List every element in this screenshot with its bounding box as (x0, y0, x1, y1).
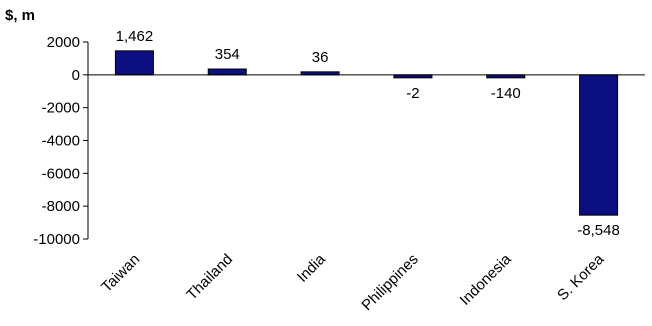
y-tick-label: -10000 (33, 231, 80, 248)
data-label: 354 (215, 46, 240, 63)
data-label: 36 (312, 49, 329, 66)
x-axis-labels: Taiwan Thailand India Philippines Indonesia S… (98, 250, 608, 314)
x-tick-label: Taiwan (98, 251, 143, 296)
y-tick-label: 2000 (47, 34, 80, 51)
data-label: -140 (491, 85, 521, 102)
bar (207, 68, 247, 76)
y-tick-label: -6000 (42, 165, 80, 182)
y-tick-label: -4000 (42, 133, 80, 150)
y-tick-label: -2000 (42, 100, 80, 117)
bar (579, 74, 619, 216)
x-tick-label: Philippines (358, 251, 421, 314)
data-label: -8,548 (577, 222, 620, 239)
bar (114, 50, 154, 76)
data-labels: 1,462 354 36 -2 -140 -8,548 (116, 28, 620, 239)
x-tick-label: India (294, 250, 329, 285)
x-tick-label: S. Korea (554, 250, 608, 304)
y-axis-ticks: 2000 0 -2000 -4000 -6000 -8000 -10000 (33, 34, 88, 248)
data-label: -2 (406, 85, 419, 102)
x-tick-label: Thailand (183, 251, 236, 304)
y-tick-label: 0 (72, 67, 80, 84)
y-axis-title: $, m (5, 7, 35, 24)
y-tick-label: -8000 (42, 198, 80, 215)
x-tick-label: Indonesia (457, 250, 515, 308)
data-label: 1,462 (116, 28, 154, 45)
bar-series (114, 50, 619, 216)
